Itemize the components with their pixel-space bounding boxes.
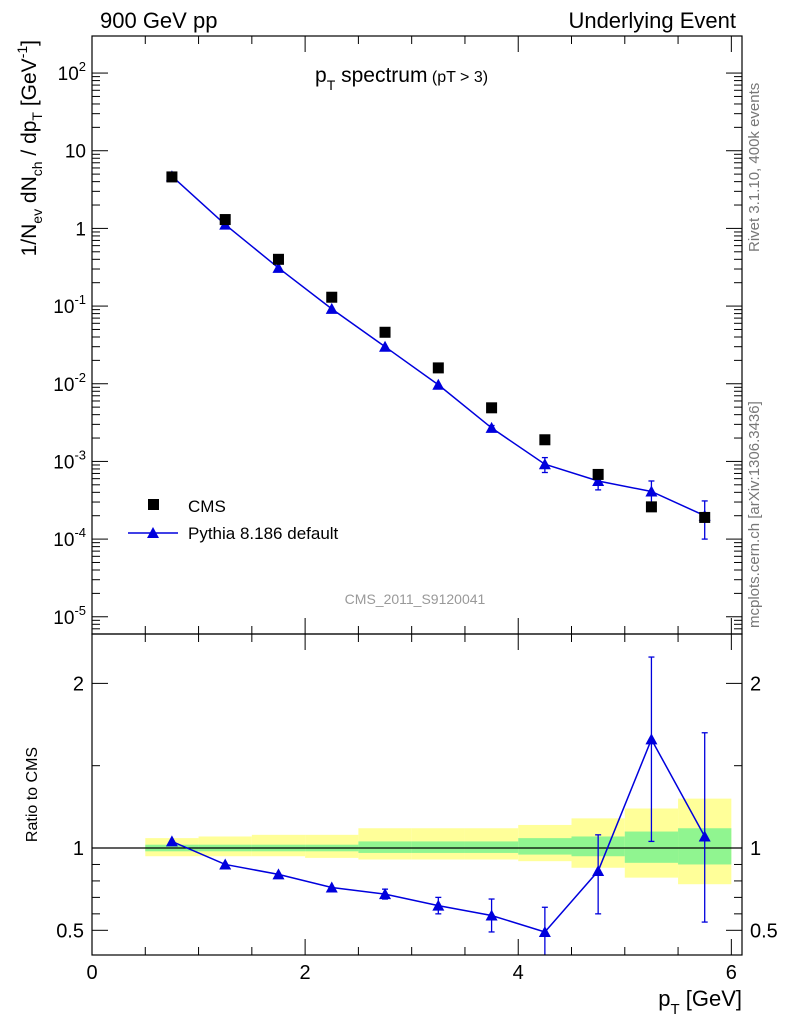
stat-uncertainty-band <box>358 841 412 853</box>
lower-frame <box>91 633 743 956</box>
data-point <box>379 326 391 338</box>
ratio-point <box>538 925 551 937</box>
x-tick-label: 4 <box>513 962 524 984</box>
y-tick-label: 102 <box>58 59 86 85</box>
stat-uncertainty-band <box>411 841 465 853</box>
x-axis-label: pT [GeV] <box>658 986 742 1018</box>
ratio-point <box>325 881 338 893</box>
mc-line <box>171 175 706 517</box>
y-tick-label: 10-3 <box>53 447 86 473</box>
header-left: 900 GeV pp <box>100 8 218 33</box>
spectrum-plot: 102 10 1 10-1 10-2 10-3 10-4 10-5 pT spectrum (p… <box>14 36 742 635</box>
ratio-point <box>165 835 178 847</box>
stat-uncertainty-band <box>518 838 572 855</box>
ratio-y-tick-label-left: 0.5 <box>56 920 84 942</box>
data-point <box>486 402 498 414</box>
ratio-y-tick-label-right: 1 <box>750 838 761 860</box>
data-point <box>166 171 178 183</box>
ratio-y-tick-label-right: 0.5 <box>750 920 778 942</box>
ratio-point <box>219 858 232 870</box>
data-point <box>592 468 604 480</box>
y-tick-label: 10-1 <box>53 292 86 318</box>
data-point <box>219 214 231 226</box>
data-point <box>272 253 284 265</box>
data-point <box>326 291 338 303</box>
ratio-y-tick-label-left: 1 <box>73 838 84 860</box>
mc-point <box>272 261 285 273</box>
ratio-point <box>432 899 445 911</box>
ratio-point <box>645 733 658 745</box>
ratio-point <box>379 888 392 900</box>
mc-point <box>432 378 445 390</box>
mc-point <box>538 458 551 470</box>
ratio-point <box>592 865 605 877</box>
header-right: Underlying Event <box>568 8 736 33</box>
data-point <box>645 501 657 513</box>
plot-title: pT spectrum (pT > 3) <box>315 64 488 93</box>
ratio-y-tick-label-right: 2 <box>750 673 761 695</box>
data-point <box>432 362 444 374</box>
analysis-watermark: CMS_2011_S9120041 <box>345 591 486 607</box>
ratio-point <box>272 868 285 880</box>
chart-frames <box>91 35 743 956</box>
mc-point <box>592 474 605 486</box>
mc-point <box>379 340 392 352</box>
y-tick-label: 10-5 <box>53 603 86 629</box>
legend-mc-marker <box>147 527 159 538</box>
ratio-y-tick-label-left: 2 <box>73 673 84 695</box>
x-tick-label: 2 <box>300 962 311 984</box>
data-point <box>539 434 551 446</box>
data-point <box>699 511 711 523</box>
ratio-point <box>698 830 711 842</box>
mc-point <box>325 302 338 314</box>
x-tick-label: 0 <box>86 962 97 984</box>
ratio-point <box>485 909 498 921</box>
stat-uncertainty-band <box>464 841 519 853</box>
y-tick-label: 1 <box>75 219 86 240</box>
legend-data-label: CMS <box>188 497 226 516</box>
y-tick-label: 10-2 <box>53 370 86 396</box>
legend-mc-label: Pythia 8.186 default <box>188 524 339 543</box>
x-tick-label: 6 <box>726 962 737 984</box>
y-axis-label: 1/Nev dNch / dpT [GeV-1] <box>14 40 45 256</box>
y-tick-label: 10-4 <box>53 525 86 551</box>
mc-point <box>485 421 498 433</box>
mc-point <box>645 485 658 497</box>
ratio-y-axis-label: Ratio to CMS <box>24 747 41 842</box>
upper-frame <box>91 35 743 635</box>
y-tick-label: 10 <box>65 142 86 163</box>
legend-data-marker <box>148 499 159 510</box>
ratio-plot: 0.5 0.5 1 1 2 2 0 2 4 6 Ratio to CMS pT [GeV] <box>24 634 778 1018</box>
